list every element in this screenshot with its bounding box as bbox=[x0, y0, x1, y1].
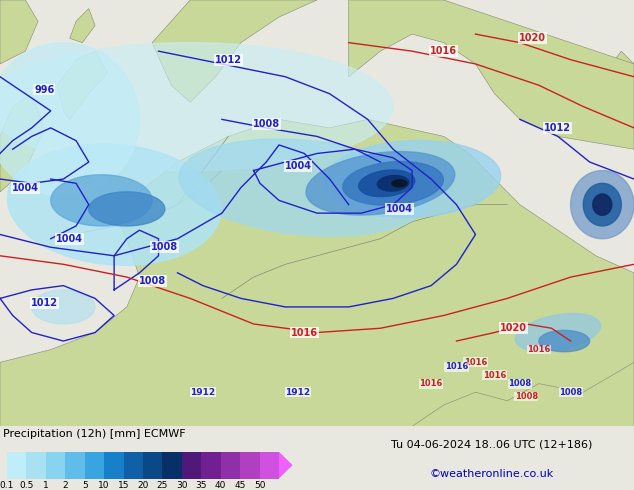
Polygon shape bbox=[51, 175, 152, 226]
Polygon shape bbox=[377, 175, 409, 191]
Text: 1016: 1016 bbox=[445, 362, 468, 371]
Text: 1912: 1912 bbox=[190, 388, 216, 397]
Text: 1016: 1016 bbox=[464, 358, 487, 367]
Polygon shape bbox=[392, 180, 407, 187]
Text: 1016: 1016 bbox=[420, 379, 443, 388]
Text: 1016: 1016 bbox=[291, 327, 318, 338]
Text: 2: 2 bbox=[62, 481, 68, 490]
Bar bbox=[85, 452, 104, 479]
Text: 1008: 1008 bbox=[152, 242, 178, 252]
Bar bbox=[27, 452, 46, 479]
Bar bbox=[7, 452, 27, 479]
Text: 1016: 1016 bbox=[430, 46, 457, 56]
Polygon shape bbox=[32, 290, 95, 324]
Text: 1: 1 bbox=[43, 481, 49, 490]
Text: 1008: 1008 bbox=[508, 379, 531, 388]
Text: 1020: 1020 bbox=[500, 323, 527, 333]
Bar bbox=[240, 452, 259, 479]
Text: 20: 20 bbox=[138, 481, 148, 490]
Text: 30: 30 bbox=[176, 481, 188, 490]
Text: 1012: 1012 bbox=[545, 123, 571, 133]
Text: Precipitation (12h) [mm] ECMWF: Precipitation (12h) [mm] ECMWF bbox=[4, 429, 186, 440]
Polygon shape bbox=[412, 363, 634, 426]
Polygon shape bbox=[89, 192, 165, 226]
Text: 1004: 1004 bbox=[12, 183, 39, 193]
Polygon shape bbox=[593, 194, 612, 215]
Polygon shape bbox=[0, 43, 139, 196]
Polygon shape bbox=[515, 314, 600, 351]
Bar bbox=[182, 452, 201, 479]
Polygon shape bbox=[343, 162, 443, 205]
Text: 1008: 1008 bbox=[515, 392, 538, 401]
Bar bbox=[201, 452, 221, 479]
Polygon shape bbox=[279, 452, 292, 479]
Polygon shape bbox=[179, 139, 430, 236]
Text: Tu 04-06-2024 18..06 UTC (12+186): Tu 04-06-2024 18..06 UTC (12+186) bbox=[391, 439, 592, 449]
Text: 0.5: 0.5 bbox=[19, 481, 34, 490]
Polygon shape bbox=[323, 141, 501, 218]
Text: 1016: 1016 bbox=[527, 345, 550, 354]
Text: 45: 45 bbox=[235, 481, 246, 490]
Polygon shape bbox=[0, 94, 44, 192]
Text: 1912: 1912 bbox=[285, 388, 311, 397]
Bar bbox=[162, 452, 182, 479]
Polygon shape bbox=[8, 144, 221, 265]
Polygon shape bbox=[359, 170, 415, 196]
Text: 1020: 1020 bbox=[519, 33, 546, 44]
Bar bbox=[104, 452, 124, 479]
Text: 25: 25 bbox=[157, 481, 168, 490]
Bar bbox=[65, 452, 85, 479]
Polygon shape bbox=[0, 0, 38, 64]
Text: 0.1: 0.1 bbox=[0, 481, 14, 490]
Polygon shape bbox=[583, 183, 621, 226]
Text: 10: 10 bbox=[98, 481, 110, 490]
Polygon shape bbox=[0, 43, 393, 171]
Text: 1008: 1008 bbox=[253, 119, 280, 129]
Text: ©weatheronline.co.uk: ©weatheronline.co.uk bbox=[429, 469, 553, 479]
Text: 15: 15 bbox=[118, 481, 129, 490]
Polygon shape bbox=[70, 8, 95, 43]
Text: 1012: 1012 bbox=[31, 297, 58, 308]
Polygon shape bbox=[349, 0, 634, 149]
Text: 996: 996 bbox=[34, 84, 55, 95]
Text: 50: 50 bbox=[254, 481, 265, 490]
Polygon shape bbox=[152, 0, 317, 102]
Text: 1004: 1004 bbox=[285, 161, 311, 172]
Bar bbox=[143, 452, 162, 479]
Polygon shape bbox=[539, 330, 590, 352]
Text: 1012: 1012 bbox=[215, 55, 242, 65]
Polygon shape bbox=[571, 171, 634, 239]
Text: 1016: 1016 bbox=[483, 370, 506, 380]
Text: 35: 35 bbox=[195, 481, 207, 490]
Text: 1008: 1008 bbox=[559, 388, 582, 397]
Polygon shape bbox=[57, 51, 108, 120]
Text: 1004: 1004 bbox=[386, 204, 413, 214]
Polygon shape bbox=[558, 51, 634, 120]
Text: 40: 40 bbox=[215, 481, 226, 490]
Text: 5: 5 bbox=[82, 481, 87, 490]
Bar bbox=[46, 452, 65, 479]
Bar bbox=[124, 452, 143, 479]
Bar bbox=[221, 452, 240, 479]
Polygon shape bbox=[0, 120, 634, 426]
Text: 1008: 1008 bbox=[139, 276, 165, 286]
Text: 1004: 1004 bbox=[56, 234, 83, 244]
Bar bbox=[259, 452, 279, 479]
Polygon shape bbox=[306, 151, 455, 215]
